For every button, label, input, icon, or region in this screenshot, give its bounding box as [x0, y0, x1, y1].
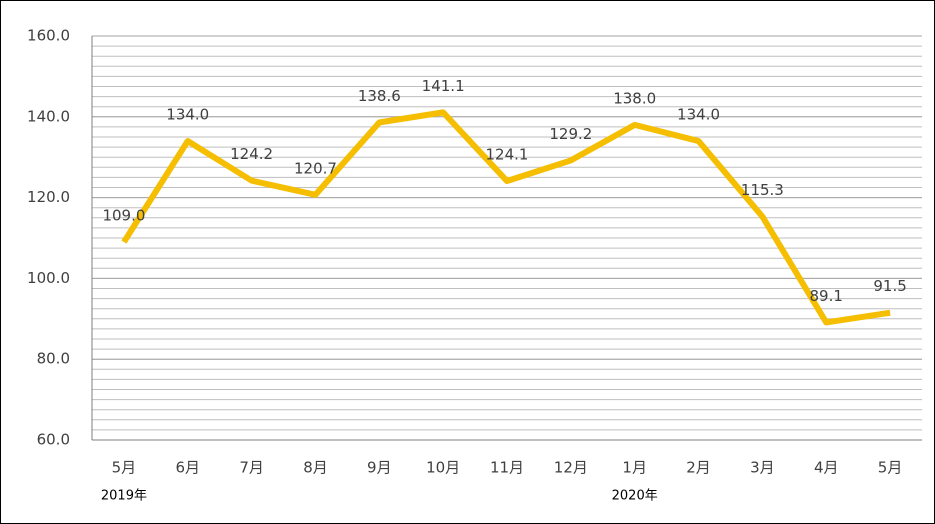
x-tick-label: 1月 [622, 459, 647, 477]
x-tick-label: 10月 [426, 459, 460, 477]
data-label: 134.0 [677, 106, 720, 124]
y-tick-label: 100.0 [27, 269, 70, 287]
x-tick-label: 5月 [878, 459, 903, 477]
x-tick-label: 3月 [750, 459, 775, 477]
x-tick-label: 7月 [239, 459, 264, 477]
x-year-label: 2019年 [101, 489, 147, 504]
y-tick-label: 60.0 [37, 431, 70, 449]
y-tick-label: 120.0 [27, 188, 70, 206]
y-tick-label: 80.0 [37, 350, 70, 368]
data-label: 115.3 [741, 181, 784, 199]
x-tick-label: 6月 [175, 459, 200, 477]
x-tick-label: 4月 [814, 459, 839, 477]
data-label: 138.0 [613, 89, 656, 107]
x-tick-label: 8月 [303, 459, 328, 477]
data-label: 91.5 [873, 277, 906, 295]
data-label: 89.1 [810, 287, 843, 305]
data-label: 120.7 [294, 159, 337, 177]
y-tick-label: 160.0 [27, 27, 70, 45]
x-tick-label: 11月 [490, 459, 524, 477]
data-label: 124.2 [230, 145, 273, 163]
data-label: 134.0 [166, 106, 209, 124]
data-label: 138.6 [358, 87, 401, 105]
line-series [121, 109, 891, 326]
y-tick-label: 140.0 [27, 107, 70, 125]
data-label: 124.1 [486, 146, 529, 164]
data-label: 129.2 [549, 125, 592, 143]
data-label: 141.1 [422, 77, 465, 95]
x-tick-label: 2月 [686, 459, 711, 477]
data-label: 109.0 [102, 207, 145, 225]
x-tick-label: 5月 [112, 459, 137, 477]
x-year-label: 2020年 [612, 489, 658, 504]
x-tick-label: 12月 [554, 459, 588, 477]
x-tick-label: 9月 [367, 459, 392, 477]
